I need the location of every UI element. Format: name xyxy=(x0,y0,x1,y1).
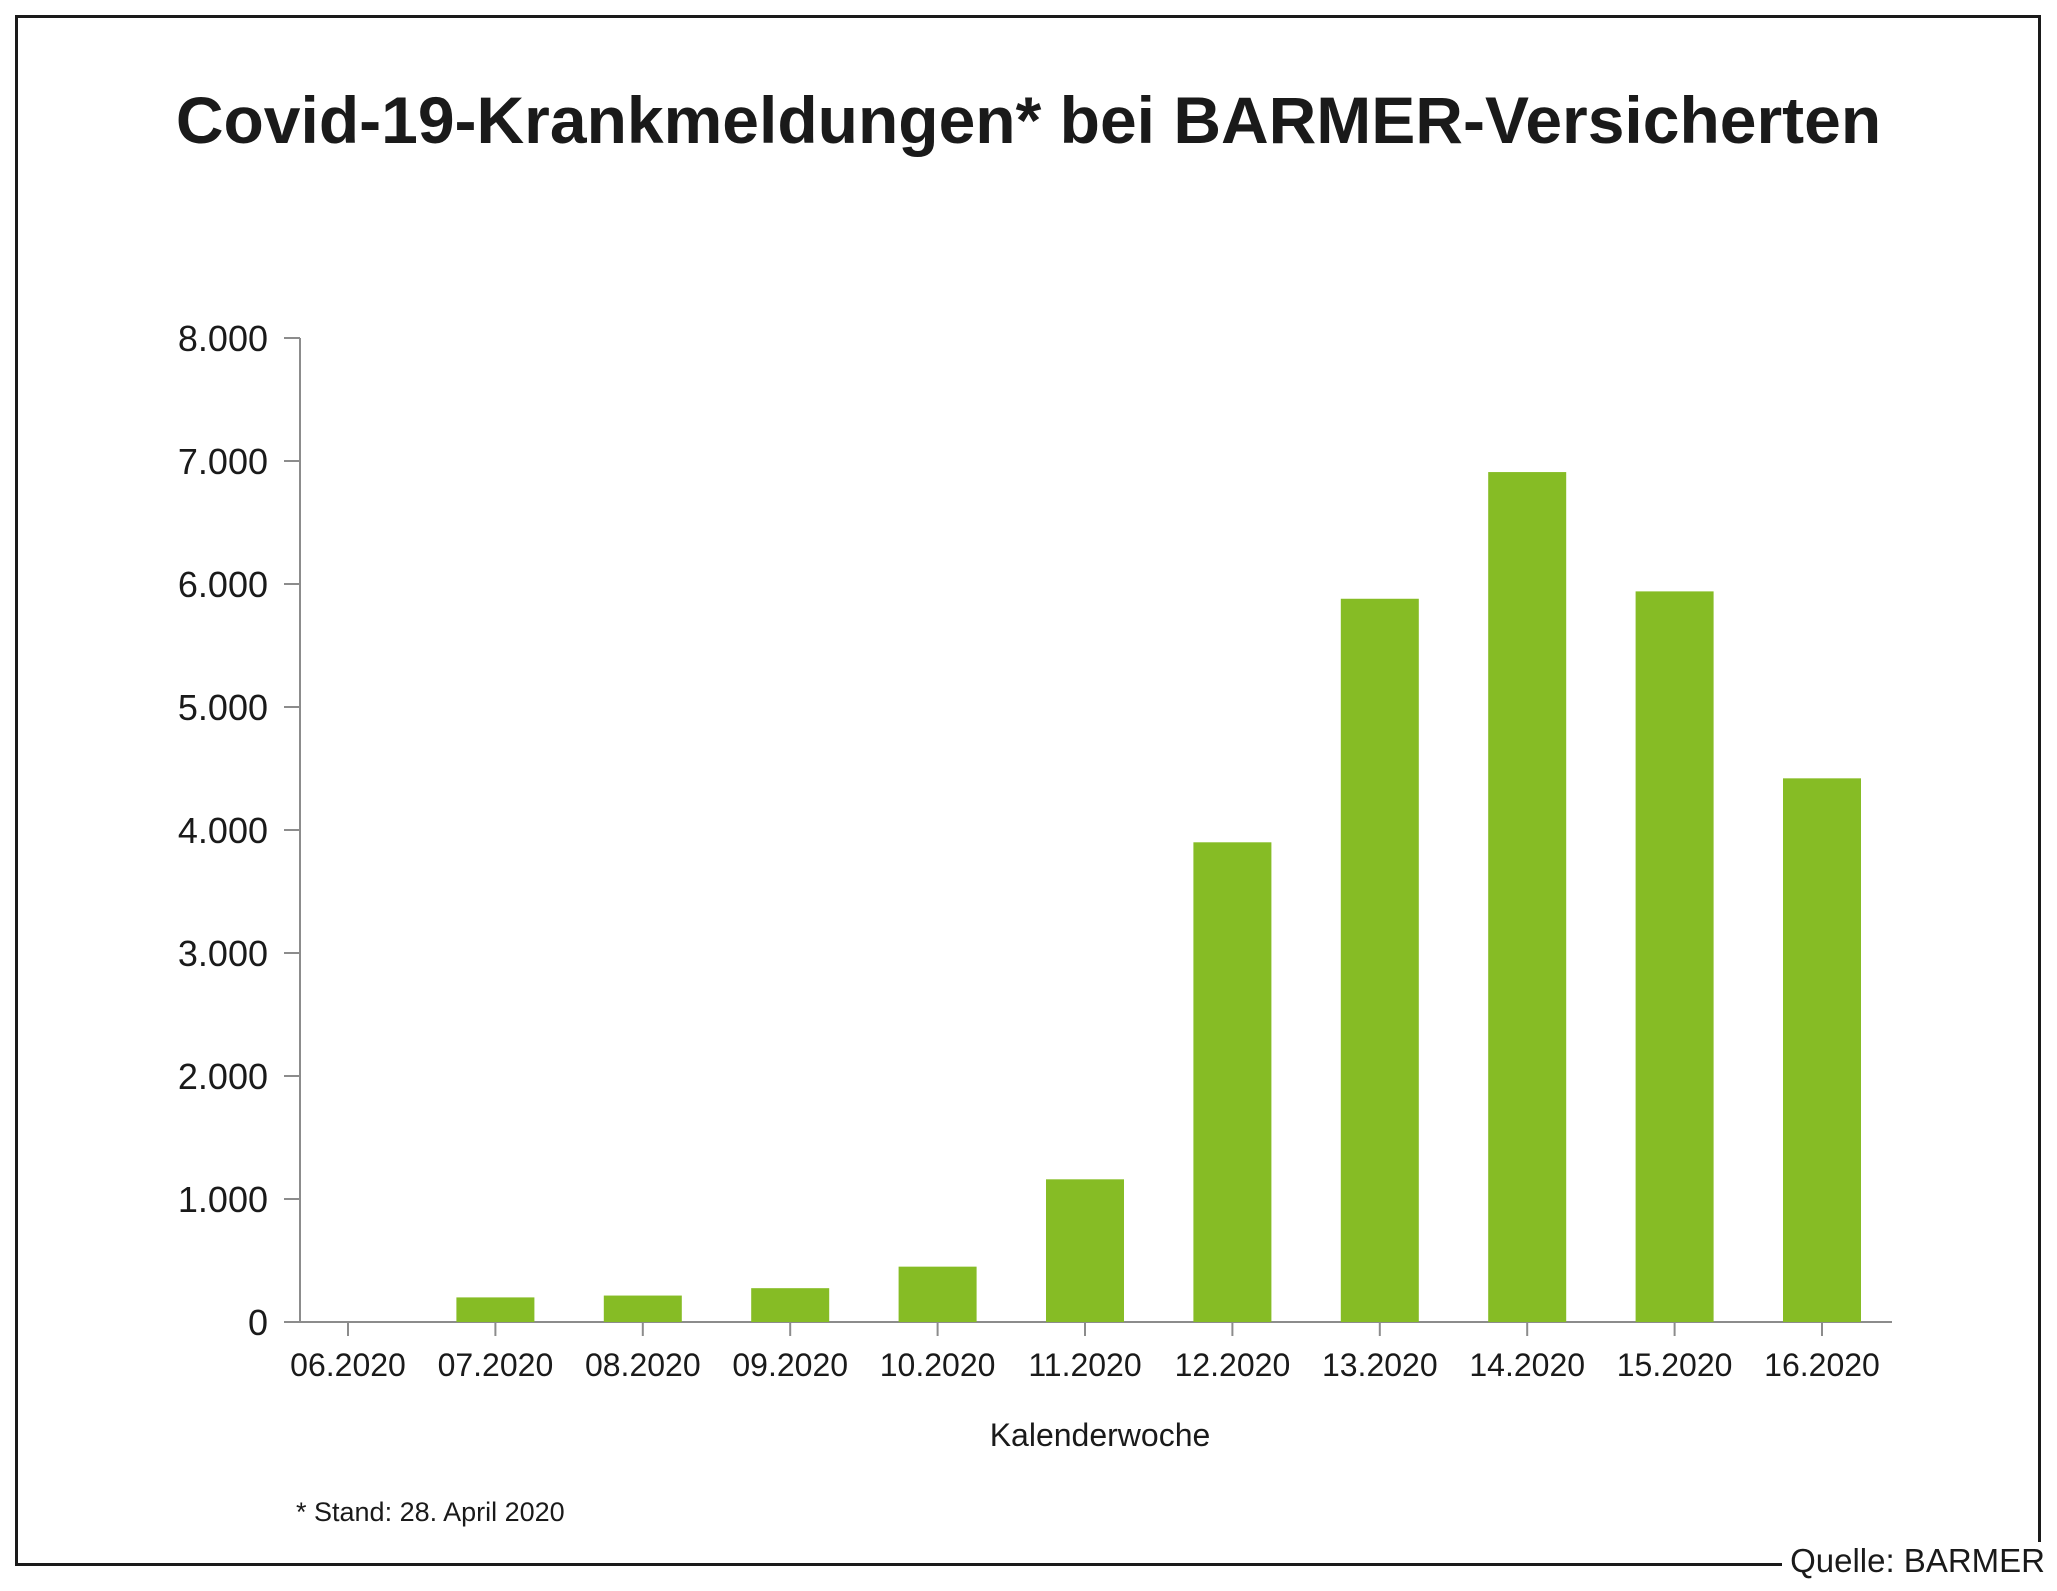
y-tick-label: 8.000 xyxy=(178,318,268,359)
bar xyxy=(898,1266,977,1322)
chart-title: Covid-19-Krankmeldungen* bei BARMER-Vers… xyxy=(175,83,1882,157)
bar xyxy=(456,1297,535,1322)
x-tick-label: 09.2020 xyxy=(732,1347,848,1383)
bar xyxy=(1783,778,1861,1322)
x-tick-label: 06.2020 xyxy=(290,1347,406,1383)
bar xyxy=(1340,598,1419,1322)
y-axis: 0 1.000 2.000 3.000 4.000 5.000 6.000 7.000 8.00… xyxy=(178,318,301,1343)
x-tick-label: 11.2020 xyxy=(1028,1347,1141,1383)
x-tick-label: 14.2020 xyxy=(1469,1347,1585,1383)
bar xyxy=(1193,842,1272,1322)
x-tick-label: 08.2020 xyxy=(585,1347,701,1383)
bar xyxy=(1046,1179,1124,1322)
y-tick-label: 0 xyxy=(248,1302,268,1343)
chart-frame-bottom-line xyxy=(15,1563,1795,1566)
x-tick-label: 15.2020 xyxy=(1617,1347,1733,1383)
y-tick-label: 2.000 xyxy=(178,1056,268,1097)
y-tick-label: 7.000 xyxy=(178,441,268,482)
x-axis-label: Kalenderwoche xyxy=(990,1417,1211,1453)
x-tick-label: 12.2020 xyxy=(1175,1347,1291,1383)
footnote: * Stand: 28. April 2020 xyxy=(296,1497,565,1527)
x-tick-label: 16.2020 xyxy=(1764,1347,1880,1383)
x-axis: 06.2020 07.2020 08.2020 09.2020 10.2020 11.20… xyxy=(290,1321,1892,1383)
bar xyxy=(1488,472,1567,1322)
source-note: Quelle: BARMER xyxy=(1782,1542,2045,1580)
bar xyxy=(751,1288,830,1322)
x-tick-label: 10.2020 xyxy=(880,1347,996,1383)
y-tick-label: 4.000 xyxy=(178,810,268,851)
x-tick-label: 13.2020 xyxy=(1322,1347,1438,1383)
bar xyxy=(1635,591,1714,1322)
bar xyxy=(603,1295,682,1322)
y-tick-label: 1.000 xyxy=(178,1179,268,1220)
y-tick-label: 3.000 xyxy=(178,933,268,974)
chart-frame xyxy=(15,15,2041,1565)
bars xyxy=(456,472,1861,1322)
y-tick-label: 6.000 xyxy=(178,564,268,605)
x-tick-label: 07.2020 xyxy=(438,1347,554,1383)
y-tick-label: 5.000 xyxy=(178,687,268,728)
